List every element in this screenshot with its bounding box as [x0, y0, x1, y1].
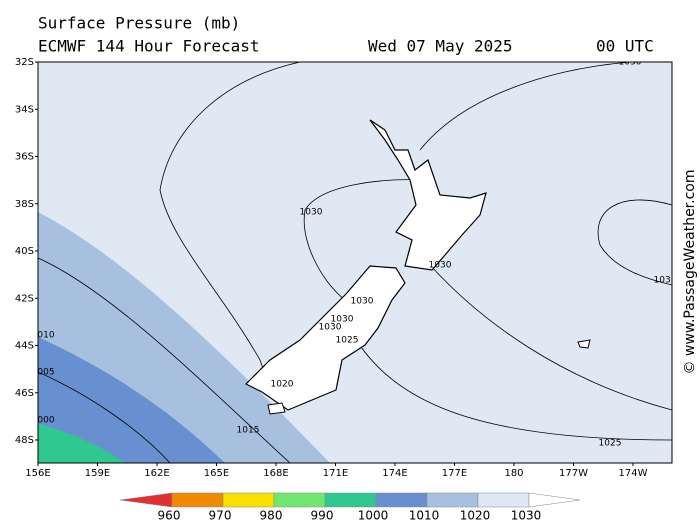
contour-label: 1015: [237, 426, 260, 436]
contour-label: 1030: [319, 323, 342, 333]
lon-label: 171E: [323, 468, 348, 479]
lon-label: 177W: [559, 468, 588, 479]
contour: [349, 329, 672, 441]
legend-label: 960: [158, 509, 181, 523]
lon-label: 180: [504, 468, 523, 479]
legend-label: 1030: [511, 509, 542, 523]
contour-label: 1035: [654, 276, 677, 286]
legend-swatch: [273, 492, 326, 508]
contour: [429, 264, 672, 411]
south-island: [244, 265, 406, 411]
legend-label: 980: [260, 509, 283, 523]
north-island: [369, 119, 487, 271]
title: Surface Pressure (mb): [38, 14, 240, 33]
lon-label: 177E: [442, 468, 467, 479]
contour: [38, 257, 291, 463]
contour-label: 1030: [351, 297, 374, 307]
lat-label: 42S: [15, 293, 34, 304]
contour-label: 010: [37, 331, 54, 341]
legend-label: 1010: [409, 509, 440, 523]
band-990: [38, 423, 125, 463]
contour-label: 000: [37, 416, 54, 426]
contour-label: 1030: [619, 58, 642, 68]
subtitle: ECMWF 144 Hour Forecast: [38, 37, 260, 56]
lat-label: 48S: [15, 435, 34, 446]
legend-swatch: [477, 492, 530, 508]
lon-label: 165E: [204, 468, 229, 479]
lat-label: 36S: [15, 152, 34, 163]
legend-swatch: [171, 492, 224, 508]
date: Wed 07 May 2025: [368, 37, 513, 56]
legend-swatch: [528, 492, 581, 508]
contour-label: 1030: [429, 261, 452, 271]
contour-label: 1025: [336, 336, 359, 346]
contour-label: 005: [37, 368, 54, 378]
contour-label: 1025: [599, 439, 622, 449]
watermark: © www.PassageWeather.com: [682, 169, 698, 374]
legend-label: 1000: [358, 509, 389, 523]
lon-label: 156E: [25, 468, 50, 479]
legend-swatch: [222, 492, 275, 508]
lon-label: 174E: [382, 468, 407, 479]
contour-label: 1020: [271, 380, 294, 390]
map-area: [38, 62, 672, 463]
contour-label: 1030: [300, 208, 323, 218]
legend-swatch: [119, 492, 173, 508]
contour: [597, 199, 672, 286]
legend-swatch: [324, 492, 377, 508]
time: 00 UTC: [596, 37, 654, 56]
lat-label: 40S: [15, 246, 34, 257]
lat-label: 44S: [15, 341, 34, 352]
legend-swatch: [426, 492, 479, 508]
lat-label: 34S: [15, 104, 34, 115]
lon-label: 159E: [85, 468, 110, 479]
contour-label: 1030: [331, 315, 354, 325]
chatham-islands: [577, 339, 591, 349]
legend-label: 990: [311, 509, 334, 523]
legend-label: 970: [209, 509, 232, 523]
contour: [303, 179, 426, 301]
map-frame: [37, 61, 673, 464]
lon-label: 168E: [263, 468, 288, 479]
color-legend: [119, 492, 581, 508]
contour: [419, 62, 672, 151]
legend-swatch: [375, 492, 428, 508]
band-1000: [38, 337, 225, 463]
stewart-island: [267, 402, 286, 415]
contour: [38, 371, 171, 463]
lat-label: 46S: [15, 388, 34, 399]
lat-label: 38S: [15, 199, 34, 210]
lon-label: 174W: [619, 468, 648, 479]
lat-label: 32S: [15, 57, 34, 68]
lon-label: 162E: [144, 468, 169, 479]
legend-label: 1020: [460, 509, 491, 523]
